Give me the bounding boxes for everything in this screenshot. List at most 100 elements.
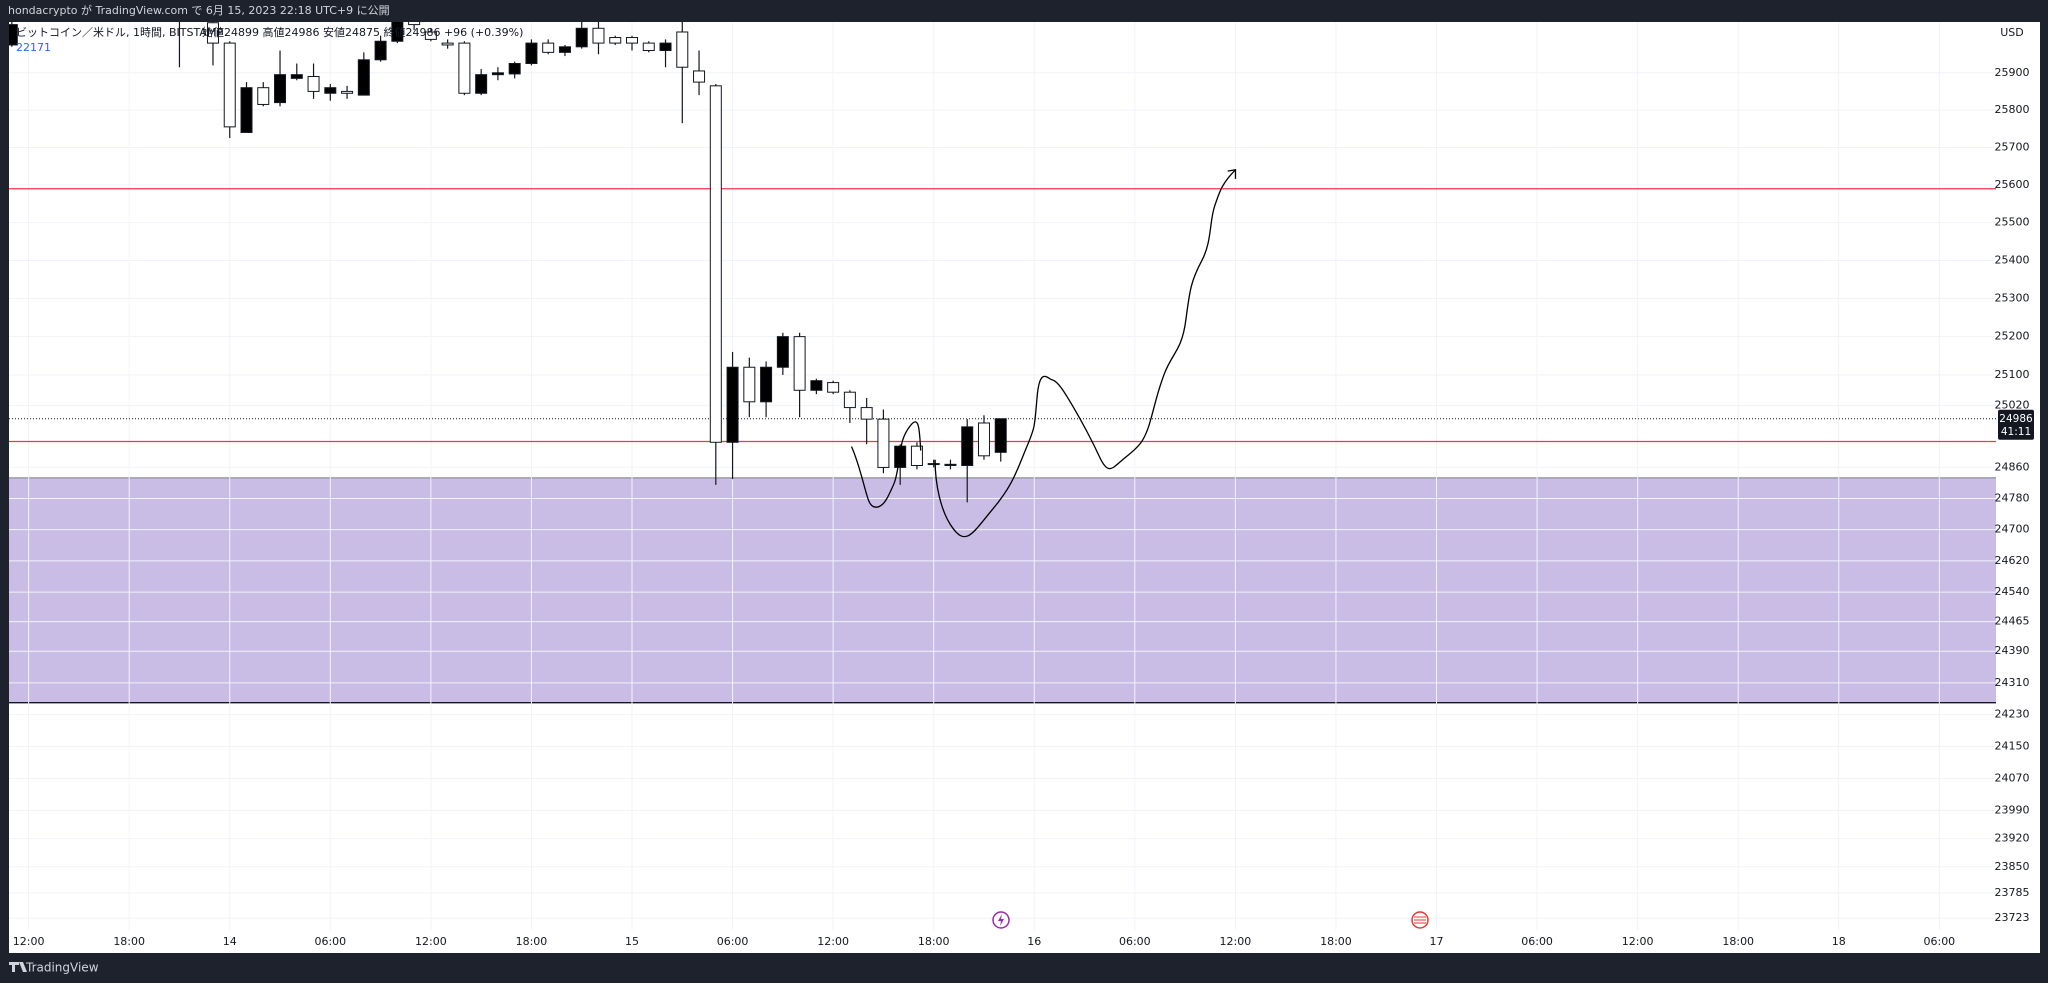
y-tick-label: 23920	[1995, 832, 2030, 845]
candle-body	[357, 59, 370, 96]
y-tick-label: 24230	[1995, 708, 2030, 721]
candle-body	[558, 46, 571, 53]
candle-body	[508, 63, 521, 75]
candle-body	[441, 42, 454, 46]
candle-body	[458, 42, 471, 94]
y-tick-label: 24070	[1995, 771, 2030, 784]
x-tick-label: 17	[1430, 935, 1444, 948]
candle-body	[944, 463, 957, 466]
x-tick-label: 12:00	[817, 935, 849, 948]
candle-body	[307, 76, 320, 92]
y-tick-label: 25500	[1995, 216, 2030, 229]
y-tick-label: 24310	[1995, 676, 2030, 689]
last-price-label: 24986	[1999, 413, 2033, 425]
x-tick-label: 06:00	[1521, 935, 1553, 948]
event-icon-glyph	[1414, 916, 1426, 924]
x-tick-label: 12:00	[1622, 935, 1654, 948]
candle-body	[257, 87, 270, 105]
y-tick-label: 24780	[1995, 491, 2030, 504]
candle-body	[977, 422, 990, 457]
brand-logo	[9, 962, 27, 972]
candle-body	[475, 74, 488, 94]
x-tick-label: 18:00	[918, 935, 950, 948]
y-tick-label: 25100	[1995, 368, 2030, 381]
candle-body	[810, 380, 823, 391]
candle-body	[676, 31, 689, 68]
ohlc-legend: 始値24899 高値24986 安値24875 終値24986 +96 (+0.…	[202, 25, 523, 39]
y-tick-label: 25400	[1995, 254, 2030, 267]
y-tick-label: 25600	[1995, 178, 2030, 191]
candle-body	[408, 22, 421, 26]
x-tick-label: 18	[1832, 935, 1846, 948]
candle-body	[843, 391, 856, 409]
y-tick-label: 25200	[1995, 330, 2030, 343]
candle-body	[324, 87, 337, 94]
candle-body	[877, 418, 890, 468]
x-tick-label: 12:00	[1220, 935, 1252, 948]
y-tick-label: 25020	[1995, 399, 2030, 412]
y-tick-label: 25900	[1995, 66, 2030, 79]
candle-body	[743, 366, 756, 403]
x-tick-label: 12:00	[13, 935, 45, 948]
y-tick-label: 23850	[1995, 860, 2030, 873]
candle-body	[542, 42, 555, 53]
x-tick-label: 18:00	[113, 935, 145, 948]
candle-body	[994, 418, 1007, 453]
y-axis-label: USD	[2000, 26, 2024, 39]
candle-body	[626, 37, 639, 44]
y-tick-label: 24860	[1995, 460, 2030, 473]
candle-body	[726, 366, 739, 443]
y-tick-label: 24465	[1995, 615, 2030, 628]
candle-body	[240, 87, 253, 133]
last-price-badge	[1998, 409, 2034, 440]
x-tick-label: 18:00	[1722, 935, 1754, 948]
y-tick-label: 24150	[1995, 739, 2030, 752]
candle-body	[659, 42, 672, 52]
candle-body	[642, 42, 655, 52]
header-title: hondacrypto が TradingView.com で 6月 15, 2…	[8, 3, 390, 17]
candle-body	[776, 336, 789, 368]
candle-body	[341, 90, 354, 94]
y-tick-label: 24540	[1995, 585, 2030, 598]
event-icons	[992, 911, 1429, 929]
y-tick-label: 24620	[1995, 554, 2030, 567]
y-tick-label: 23990	[1995, 803, 2030, 816]
y-tick-label: 25300	[1995, 291, 2030, 304]
y-tick-label: 23723	[1995, 911, 2030, 924]
candle-body	[575, 27, 588, 48]
candle-body	[274, 74, 287, 104]
candle-body	[860, 407, 873, 420]
x-tick-label: 16	[1027, 935, 1041, 948]
candle-body	[206, 22, 219, 44]
x-tick-label: 14	[223, 935, 237, 948]
x-tick-label: 06:00	[314, 935, 346, 948]
candle-body	[223, 42, 236, 128]
candle-body	[609, 37, 622, 44]
x-tick-label: 15	[625, 935, 639, 948]
volume-legend: 22171	[16, 41, 51, 54]
footer-brand: TradingView	[25, 961, 99, 975]
candle-body	[827, 382, 840, 393]
candle-body	[693, 70, 706, 83]
x-tick-label: 06:00	[1923, 935, 1955, 948]
event-icon-glyph	[998, 914, 1004, 926]
x-tick-label: 18:00	[516, 935, 548, 948]
symbol-legend: ビットコイン／米ドル, 1時間, BITSTAMP	[16, 26, 223, 39]
y-tick-label: 24390	[1995, 644, 2030, 657]
candle-body	[927, 463, 940, 466]
candle-body	[391, 22, 404, 42]
candle-body	[374, 40, 387, 61]
hand-drawn-path	[850, 169, 1237, 538]
y-tick-label: 25800	[1995, 103, 2030, 116]
zone	[9, 477, 1996, 703]
candle-body	[793, 336, 806, 391]
candle-body	[760, 366, 773, 403]
y-tick-label: 23785	[1995, 886, 2030, 899]
candle-body	[592, 27, 605, 44]
candle-body	[709, 85, 722, 443]
y-tick-label: 25700	[1995, 140, 2030, 153]
candle-body	[290, 74, 303, 79]
x-tick-label: 06:00	[1119, 935, 1151, 948]
